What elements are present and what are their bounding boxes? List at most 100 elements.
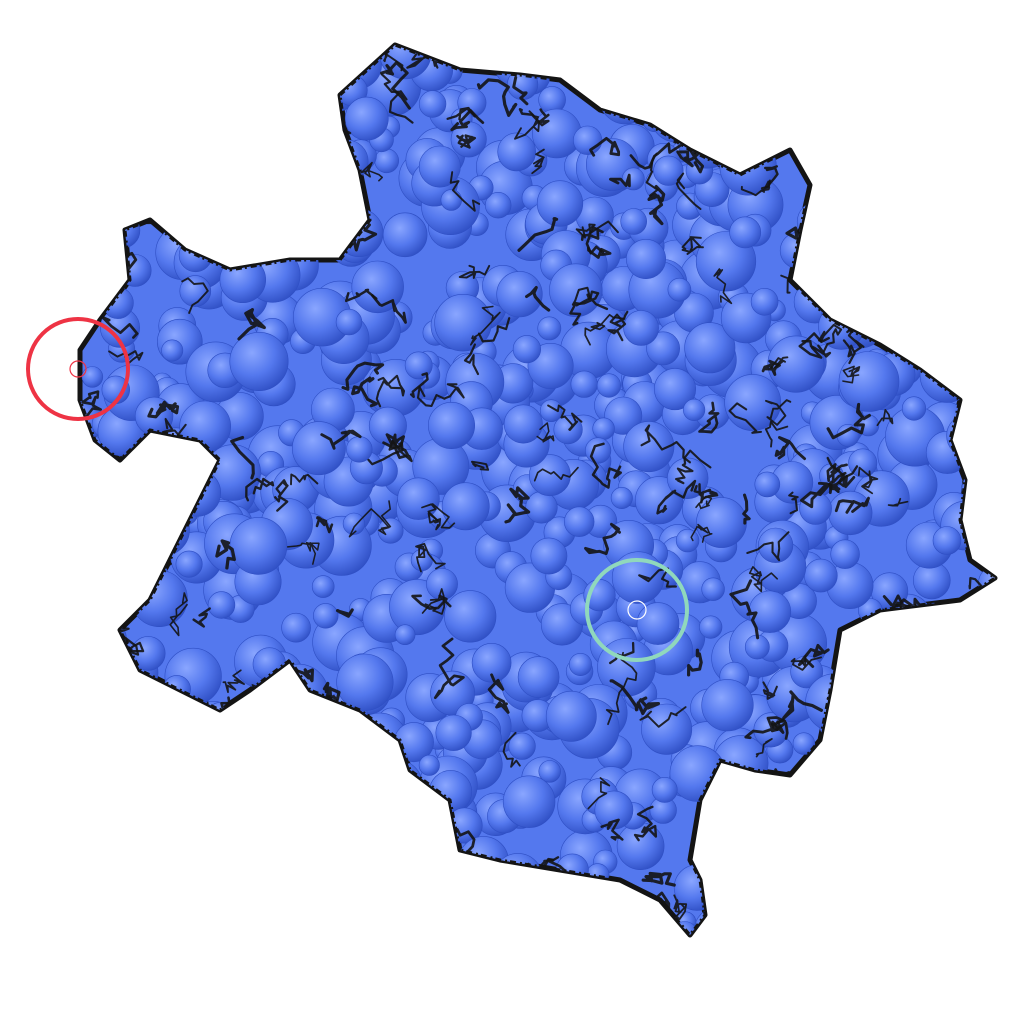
backbone-segment [675, 449, 712, 485]
atom-sphere [382, 212, 428, 258]
backbone-segment [132, 479, 159, 514]
backbone-segment [876, 409, 894, 427]
backbone-segment [531, 148, 545, 175]
atom-sphere [952, 151, 995, 196]
backbone-segment [477, 317, 511, 343]
backbone-segment [584, 313, 625, 346]
atom-sphere [485, 192, 512, 219]
atom-sphere [971, 750, 995, 779]
red-marker[interactable] [26, 317, 130, 421]
atom-sphere [868, 797, 923, 852]
atom-sphere [697, 48, 746, 97]
atom-sphere [544, 45, 599, 72]
atom-sphere [525, 491, 558, 524]
atom-sphere [620, 208, 648, 235]
atom-sphere [646, 331, 681, 366]
backbone-segment [962, 150, 979, 191]
backbone-segment [979, 725, 995, 752]
atom-sphere [850, 87, 903, 141]
atom-sphere [168, 479, 196, 507]
atom-sphere [642, 56, 693, 108]
atom-sphere [235, 45, 290, 96]
atom-sphere [924, 622, 964, 662]
atom-sphere [888, 255, 927, 294]
backbone-segment [954, 429, 980, 455]
atom-sphere [917, 299, 967, 349]
backbone-segment [936, 854, 964, 881]
atom-sphere [721, 879, 780, 935]
atom-sphere [952, 90, 992, 130]
atom-sphere [536, 180, 584, 227]
backbone-segment [858, 655, 872, 690]
atom-sphere [376, 898, 437, 935]
atom-sphere [246, 65, 302, 121]
backbone-segment [790, 655, 823, 671]
atom-sphere [837, 219, 866, 248]
atom-sphere [881, 143, 935, 197]
backbone-segment [91, 891, 122, 906]
backbone-segment [946, 633, 986, 658]
backbone-segment [755, 738, 773, 758]
atom-sphere [905, 322, 947, 364]
atom-sphere [940, 698, 983, 741]
atom-sphere [258, 837, 280, 859]
atom-sphere [671, 921, 698, 935]
atom-sphere [963, 624, 995, 668]
backbone-segment [842, 365, 861, 384]
backbone-segment [533, 466, 579, 482]
backbone-segment [361, 728, 387, 791]
atom-sphere [966, 208, 995, 243]
atom-sphere [651, 777, 678, 803]
atom-sphere [792, 732, 816, 755]
backbone-segment [906, 724, 955, 777]
backbone-segment [137, 513, 172, 566]
backbone-segment [836, 846, 857, 885]
atom-sphere [903, 612, 951, 660]
atom-sphere [856, 713, 881, 738]
atom-sphere [798, 56, 829, 88]
atom-sphere [901, 396, 927, 421]
atom-sphere [235, 172, 282, 219]
atom-sphere [943, 697, 995, 753]
atom-sphere [84, 570, 118, 603]
atom-sphere [231, 83, 284, 135]
atom-sphere [335, 308, 363, 336]
atom-sphere [932, 526, 962, 555]
backbone-segment [202, 209, 216, 242]
atom-sphere [926, 699, 954, 727]
atom-sphere [340, 884, 390, 934]
atom-sphere [804, 262, 826, 284]
atom-sphere [971, 876, 995, 931]
atom-sphere [636, 602, 680, 645]
backbone-segment [466, 879, 482, 899]
backbone-segment [955, 182, 988, 220]
atom-sphere [308, 158, 361, 211]
atom-sphere [888, 829, 915, 856]
backbone-segment [976, 908, 994, 935]
backbone-segment [846, 741, 868, 767]
atom-sphere [718, 839, 746, 866]
atom-sphere [180, 889, 218, 928]
atom-sphere [311, 575, 335, 598]
backbone-segment [336, 608, 354, 618]
atom-sphere [806, 776, 830, 800]
green-marker[interactable] [585, 558, 689, 662]
atom-sphere [921, 46, 978, 103]
backbone-segment [360, 161, 383, 182]
backbone-segment [609, 173, 631, 188]
atom-sphere [100, 712, 156, 767]
atom-sphere [867, 846, 908, 886]
atom-sphere [699, 615, 723, 639]
backbone-segment [927, 147, 941, 166]
atom-sphere [81, 366, 104, 388]
atom-sphere [805, 673, 864, 733]
atom-sphere [760, 93, 804, 137]
atom-sphere [966, 658, 995, 707]
backbone-segment [744, 716, 787, 740]
backbone-segment [180, 115, 194, 143]
backbone-segment [562, 890, 580, 907]
atom-sphere [701, 679, 754, 732]
atom-sphere [870, 100, 895, 126]
